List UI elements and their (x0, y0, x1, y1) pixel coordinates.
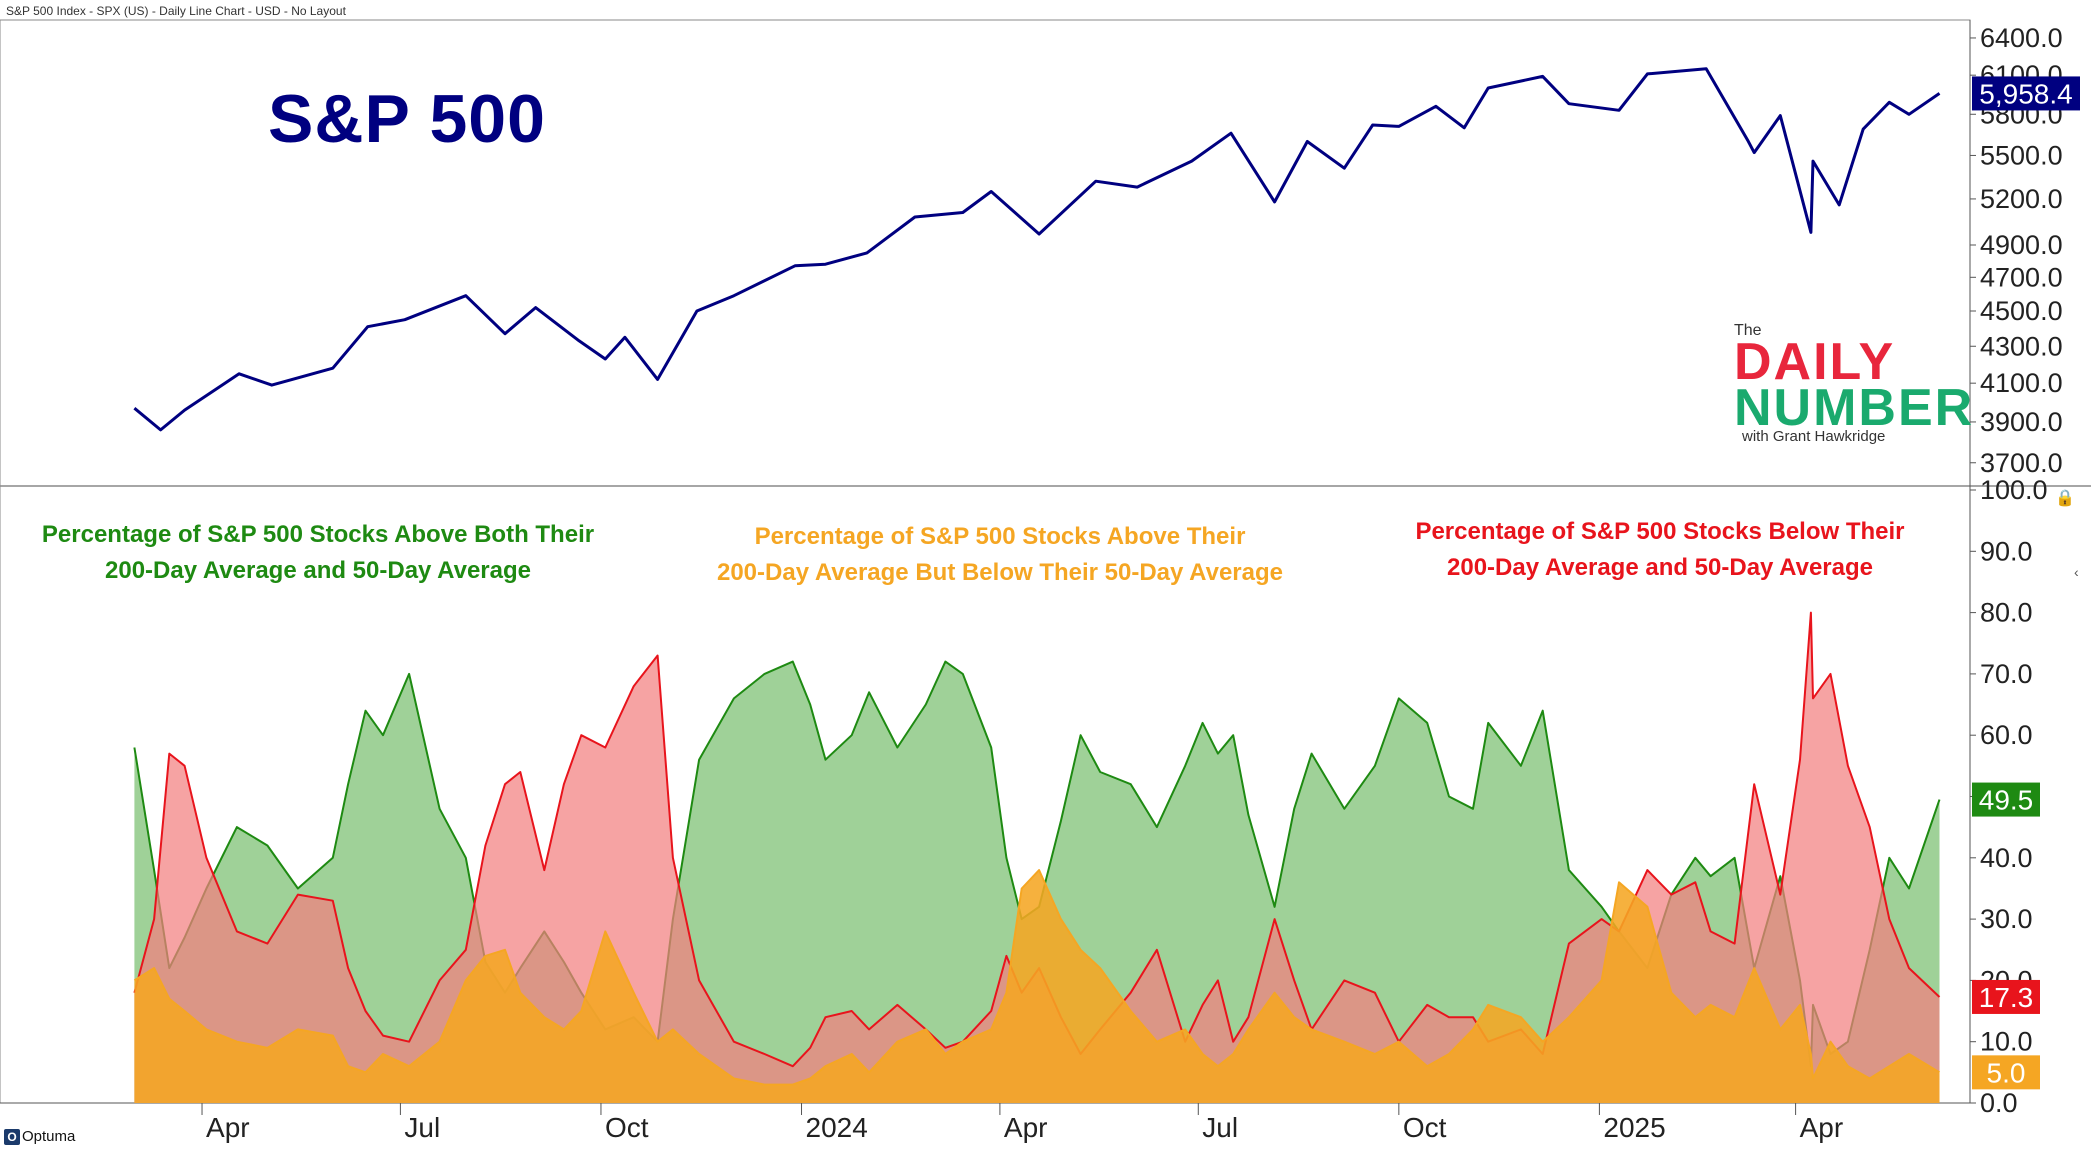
breadth-tick-label-1: 10.0 (1980, 1027, 2033, 1057)
panel-title-green: Percentage of S&P 500 Stocks Above Both … (18, 517, 618, 589)
logo-number: NUMBER (1734, 379, 1975, 437)
price-tick-label-8: 5500.0 (1980, 140, 2063, 170)
x-tick-label-5: Jul (1202, 1112, 1238, 1143)
price-tick-label-6: 4900.0 (1980, 230, 2063, 260)
green-last-badge: 49.5 (1979, 785, 2034, 816)
optuma-brand-label: Optuma (22, 1128, 76, 1145)
panel-title-green-line1: Percentage of S&P 500 Stocks Above Both … (41, 521, 595, 548)
daily-number-logo: The DAILY NUMBER with Grant Hawkridge (1730, 318, 1972, 448)
breadth-tick-label-8: 80.0 (1980, 598, 2033, 628)
price-tick-label-7: 5200.0 (1980, 184, 2063, 214)
price-tick-label-5: 4700.0 (1980, 262, 2063, 292)
panel-title-red-line1: Percentage of S&P 500 Stocks Below Their (1415, 518, 1905, 545)
x-tick-label-3: 2024 (806, 1112, 868, 1143)
price-tick-label-1: 3900.0 (1980, 407, 2063, 437)
panel-title-orange-line1: Percentage of S&P 500 Stocks Above Their (754, 523, 1246, 550)
price-tick-label-0: 3700.0 (1980, 448, 2063, 478)
optuma-brand: O Optuma (4, 1128, 75, 1145)
panel-title-red-line2: 200-Day Average and 50-Day Average (1447, 554, 1873, 581)
breadth-tick-label-0: 0.0 (1980, 1088, 2018, 1118)
panel-title-orange-line2: 200-Day Average But Below Their 50-Day A… (716, 559, 1283, 586)
price-tick-label-2: 4100.0 (1980, 368, 2063, 398)
price-last-badge: 5,958.4 (1979, 78, 2072, 109)
breadth-tick-label-9: 90.0 (1980, 536, 2033, 566)
orange-last-badge: 5.0 (1987, 1057, 2026, 1088)
area-fill-0 (134, 661, 1940, 1103)
price-line (133, 67, 1941, 432)
breadth-tick-label-10: 100.0 (1980, 475, 2048, 505)
breadth-tick-label-4: 40.0 (1980, 843, 2033, 873)
price-last-badge-bg (1972, 76, 2080, 111)
green-last-badge-bg (1972, 782, 2040, 817)
breadth-tick-label-7: 70.0 (1980, 659, 2033, 689)
logo-daily: DAILY (1734, 333, 1896, 391)
red-last-badge-bg (1972, 979, 2040, 1014)
panel-title-green-line2: 200-Day Average and 50-Day Average (105, 557, 531, 584)
x-tick-label-4: Apr (1004, 1112, 1048, 1143)
series-line-1 (133, 869, 1941, 1086)
breadth-tick-label-3: 30.0 (1980, 904, 2033, 934)
price-tick-label-3: 4300.0 (1980, 331, 2063, 361)
panel-title-red: Percentage of S&P 500 Stocks Below Their… (1400, 514, 1920, 586)
optuma-logo-icon: O (4, 1129, 20, 1145)
red-last-badge: 17.3 (1979, 982, 2034, 1013)
x-tick-label-2: Oct (605, 1112, 649, 1143)
series-line-0 (133, 660, 1941, 1068)
x-tick-label-8: Apr (1800, 1112, 1844, 1143)
x-tick-label-6: Oct (1403, 1112, 1447, 1143)
x-tick-label-1: Jul (404, 1112, 440, 1143)
chart-header: S&P 500 Index - SPX (US) - Daily Line Ch… (6, 4, 346, 18)
price-tick-label-11: 6400.0 (1980, 23, 2063, 53)
panel-title-orange: Percentage of S&P 500 Stocks Above Their… (690, 519, 1310, 591)
area-fill-1 (134, 870, 1940, 1103)
lock-icon[interactable]: 🔒 (2055, 490, 2075, 507)
chevron-left-icon[interactable]: ‹ (2074, 564, 2079, 580)
chart-title: S&P 500 (268, 81, 546, 157)
x-tick-label-0: Apr (206, 1112, 250, 1143)
x-tick-label-7: 2025 (1603, 1112, 1665, 1143)
logo-the: The (1734, 322, 1762, 339)
price-tick-label-4: 4500.0 (1980, 296, 2063, 326)
orange-last-badge-bg (1972, 1055, 2040, 1090)
logo-with: with Grant Hawkridge (1742, 428, 1886, 445)
area-fill-2 (134, 612, 1940, 1103)
breadth-tick-label-6: 60.0 (1980, 720, 2033, 750)
